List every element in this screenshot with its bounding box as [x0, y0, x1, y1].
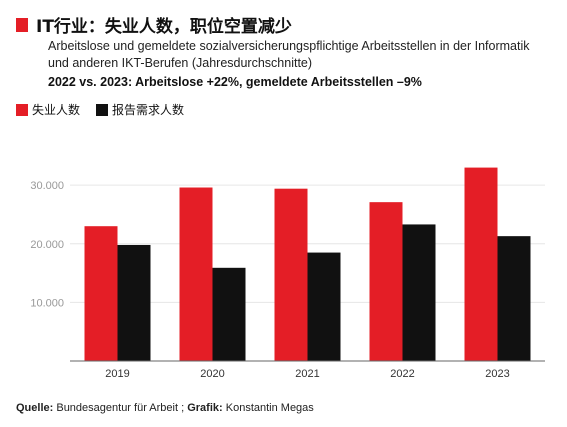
legend-item-unemployed: 失业人数: [16, 101, 80, 118]
y-tick-label: 20.000: [30, 239, 64, 251]
bar-unemployed: [464, 167, 498, 361]
bar-unemployed: [369, 202, 403, 361]
legend-label-unemployed: 失业人数: [32, 103, 81, 117]
bar-vacancies: [212, 267, 246, 361]
bar-unemployed: [179, 187, 213, 361]
source-text: Bundesagentur für Arbeit ;: [53, 402, 188, 414]
legend-item-vacancies: 报告需求人数: [96, 101, 184, 118]
title-marker: [16, 17, 28, 32]
x-tick-label: 2021: [295, 368, 319, 380]
chart-title: IT行业：失业人数，职位空置减少: [36, 17, 292, 37]
bar-unemployed: [274, 188, 308, 361]
x-tick-label: 2019: [105, 368, 129, 380]
bar-unemployed: [84, 226, 118, 361]
bar-vacancies: [307, 252, 341, 361]
source-line: Quelle: Bundesagentur für Arbeit ; Grafi…: [16, 402, 314, 414]
bar-chart: 10.000 20.000 30.000 2019 2020 2021 2022 2023: [30, 167, 545, 380]
credit-text: Konstantin Megas: [222, 402, 314, 414]
y-tick-label: 30.000: [30, 180, 64, 192]
title-row: IT行业：失业人数，职位空置减少: [16, 12, 292, 37]
y-tick-label: 10.000: [30, 297, 64, 309]
bar-vacancies: [117, 244, 151, 361]
bar-vacancies: [402, 224, 436, 361]
legend-swatch-unemployed: [16, 103, 28, 116]
credit-label: Grafik:: [187, 402, 223, 414]
legend: 失业人数 报告需求人数: [16, 101, 200, 118]
legend-swatch-vacancies: [96, 103, 109, 116]
chart-summary: 2022 vs. 2023: Arbeitslose +22%, gemelde…: [48, 75, 422, 89]
legend-label-vacancies: 报告需求人数: [112, 103, 185, 117]
x-tick-label: 2020: [200, 368, 224, 380]
x-tick-label: 2023: [485, 368, 509, 380]
bar-vacancies: [497, 236, 531, 361]
chart-subtitle: Arbeitslose und gemeldete sozialversiche…: [48, 39, 530, 70]
x-tick-label: 2022: [390, 368, 414, 380]
source-label: Quelle:: [16, 402, 54, 414]
